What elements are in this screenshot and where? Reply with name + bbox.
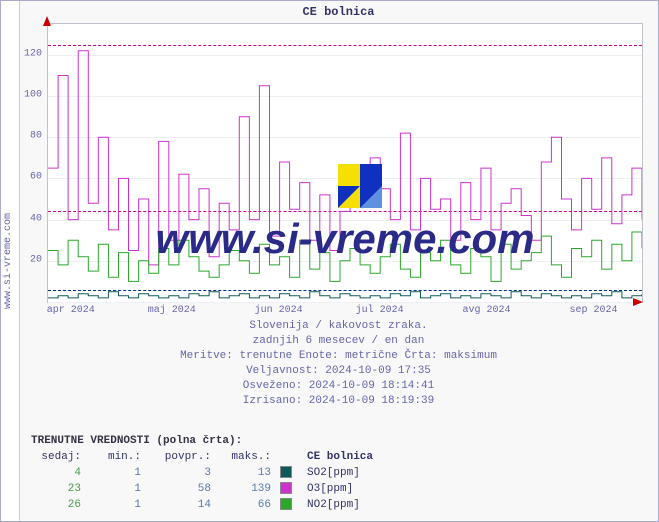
x-tick-label: avg 2024 xyxy=(463,305,511,316)
series-line xyxy=(48,51,642,265)
cell-min: 1 xyxy=(81,465,141,481)
arrow-right-icon xyxy=(633,298,643,306)
info-block: Slovenija / kakovost zraka. zadnjih 6 me… xyxy=(19,319,658,409)
table-row: 2611466 NO2[ppm] xyxy=(31,497,417,513)
cell-swatch xyxy=(271,465,301,481)
y-tick-label: 80 xyxy=(18,131,42,142)
cell-now: 23 xyxy=(31,481,81,497)
x-tick-label: jun 2024 xyxy=(255,305,303,316)
cell-name: SO2[ppm] xyxy=(301,465,417,481)
cell-name: O3[ppm] xyxy=(301,481,417,497)
cell-swatch xyxy=(271,497,301,513)
hdr-max: maks.: xyxy=(211,449,271,465)
y-tick-label: 120 xyxy=(18,48,42,59)
y-tick-label: 20 xyxy=(18,254,42,265)
cell-max: 13 xyxy=(211,465,271,481)
values-table: TRENUTNE VREDNOSTI (polna črta): sedaj: … xyxy=(31,433,417,513)
hdr-avg: povpr.: xyxy=(141,449,211,465)
cell-max: 66 xyxy=(211,497,271,513)
cell-avg: 58 xyxy=(141,481,211,497)
info-line-6: Izrisano: 2024-10-09 18:19:39 xyxy=(19,394,658,409)
hdr-station: CE bolnica xyxy=(301,449,417,465)
cell-avg: 14 xyxy=(141,497,211,513)
chart-title: CE bolnica xyxy=(19,1,658,19)
info-line-3: Meritve: trenutne Enote: metrične Črta: … xyxy=(19,349,658,364)
y-tick-label: 40 xyxy=(18,213,42,224)
series-lines xyxy=(48,24,642,302)
x-tick-label: sep 2024 xyxy=(569,305,617,316)
hdr-min: min.: xyxy=(81,449,141,465)
table-row: 23158139 O3[ppm] xyxy=(31,481,417,497)
info-line-2: zadnjih 6 mesecev / en dan xyxy=(19,334,658,349)
cell-min: 1 xyxy=(81,481,141,497)
cell-now: 26 xyxy=(31,497,81,513)
sidebar-url: www.si-vreme.com xyxy=(3,213,14,309)
y-tick-label: 60 xyxy=(18,172,42,183)
info-line-1: Slovenija / kakovost zraka. xyxy=(19,319,658,334)
x-tick-label: apr 2024 xyxy=(47,305,95,316)
table-title: TRENUTNE VREDNOSTI (polna črta): xyxy=(31,433,417,449)
series-line xyxy=(48,232,642,281)
cell-now: 4 xyxy=(31,465,81,481)
gridline xyxy=(48,302,642,303)
x-tick-label: maj 2024 xyxy=(148,305,196,316)
chart-container: www.si-vreme.com CE bolnica www.si-vreme… xyxy=(0,0,659,522)
cell-min: 1 xyxy=(81,497,141,513)
cell-max: 139 xyxy=(211,481,271,497)
table-header-row: sedaj: min.: povpr.: maks.: CE bolnica xyxy=(31,449,417,465)
table-row: 41313SO2[ppm] xyxy=(31,465,417,481)
cell-swatch xyxy=(271,481,301,497)
hdr-now: sedaj: xyxy=(31,449,81,465)
cell-name: NO2[ppm] xyxy=(301,497,417,513)
y-tick-label: 100 xyxy=(18,90,42,101)
plot-area: www.si-vreme.com xyxy=(47,23,643,303)
info-line-5: Osveženo: 2024-10-09 18:14:41 xyxy=(19,379,658,394)
series-line xyxy=(48,292,642,298)
cell-avg: 3 xyxy=(141,465,211,481)
info-line-4: Veljavnost: 2024-10-09 17:35 xyxy=(19,364,658,379)
arrow-up-icon xyxy=(43,16,51,26)
x-tick-label: jul 2024 xyxy=(356,305,404,316)
